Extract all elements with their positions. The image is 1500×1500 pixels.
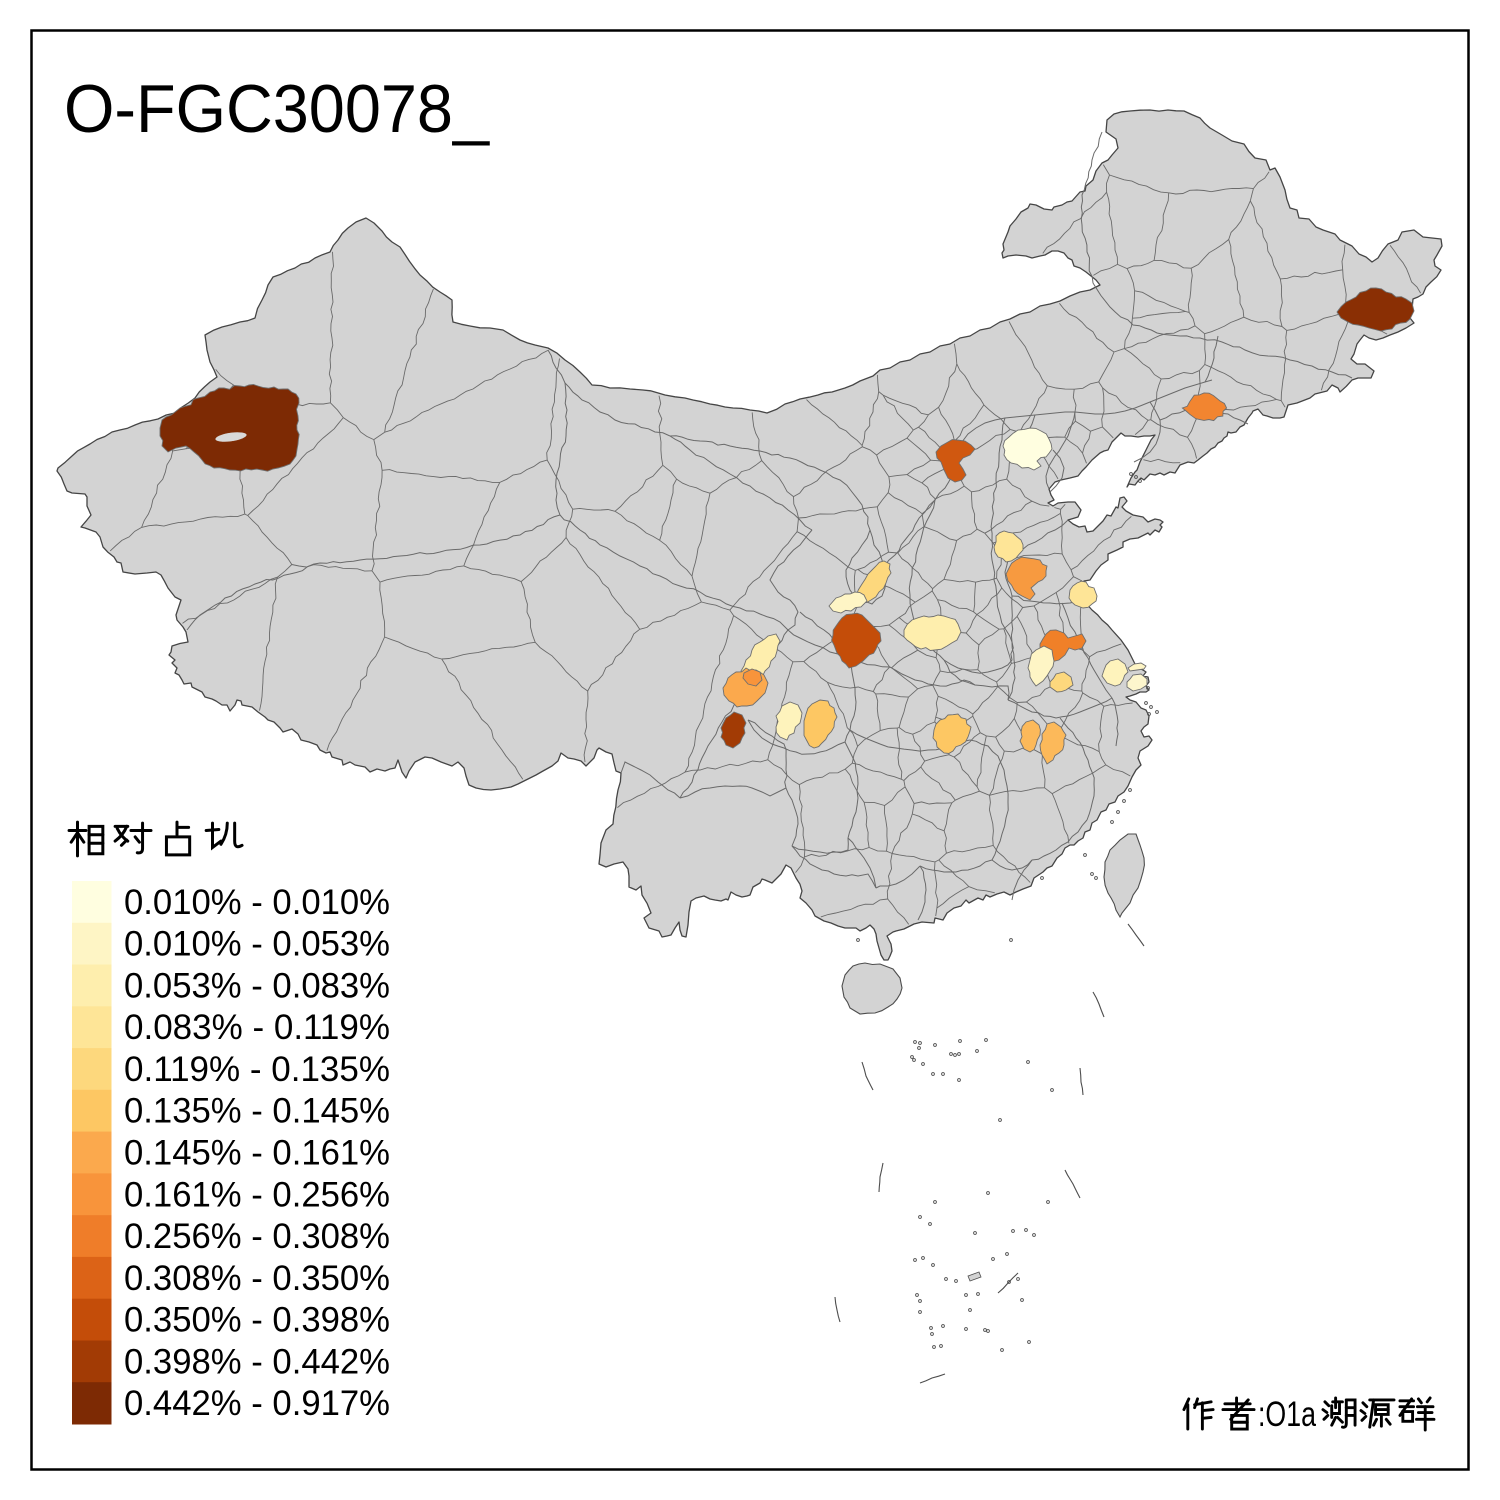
svg-text:O-FGC30078_: O-FGC30078_	[64, 71, 490, 147]
svg-text:0.010% - 0.053%: 0.010% - 0.053%	[124, 925, 390, 964]
svg-text:0.083% - 0.119%: 0.083% - 0.119%	[124, 1008, 390, 1047]
svg-text::O1a: :O1a	[1258, 1395, 1316, 1434]
svg-text:0.398% - 0.442%: 0.398% - 0.442%	[124, 1342, 390, 1381]
svg-text:0.145% - 0.161%: 0.145% - 0.161%	[124, 1134, 390, 1173]
svg-text:0.308% - 0.350%: 0.308% - 0.350%	[124, 1259, 390, 1298]
svg-text:0.350% - 0.398%: 0.350% - 0.398%	[124, 1301, 390, 1340]
svg-text:0.256% - 0.308%: 0.256% - 0.308%	[124, 1217, 390, 1256]
svg-text:0.053% - 0.083%: 0.053% - 0.083%	[124, 966, 390, 1005]
svg-text:0.135% - 0.145%: 0.135% - 0.145%	[124, 1092, 390, 1131]
svg-text:0.119% - 0.135%: 0.119% - 0.135%	[124, 1050, 390, 1089]
svg-text:0.010% - 0.010%: 0.010% - 0.010%	[124, 883, 390, 922]
svg-text:0.161% - 0.256%: 0.161% - 0.256%	[124, 1175, 390, 1214]
svg-text:0.442% - 0.917%: 0.442% - 0.917%	[124, 1384, 390, 1423]
